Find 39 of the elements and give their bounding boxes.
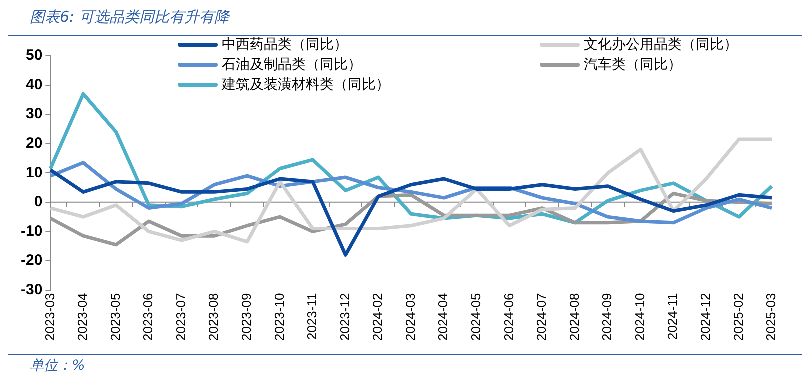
y-tick-label: 30 bbox=[26, 106, 43, 123]
text: 单位：% bbox=[30, 358, 86, 374]
x-tick-label: 2024-02 bbox=[370, 293, 386, 342]
y-tick-label: 50 bbox=[26, 47, 43, 64]
legend-label: 文化办公用品类（同比） bbox=[584, 36, 738, 54]
x-tick-label: 2024-12 bbox=[698, 293, 714, 342]
y-tick-label: 0 bbox=[34, 194, 43, 211]
x-tick-label: 2024-10 bbox=[632, 293, 648, 342]
x-tick-label: 2023-08 bbox=[206, 293, 222, 342]
y-tick-label: -10 bbox=[20, 222, 43, 240]
legend-label: 中西药品类（同比） bbox=[222, 36, 348, 54]
x-tick-label: 2024-06 bbox=[501, 293, 516, 342]
x-tick-label: 2024-03 bbox=[402, 293, 418, 342]
x-tick-label: 2023-07 bbox=[173, 293, 188, 342]
x-tick-label: 2024-11 bbox=[665, 293, 680, 340]
chart-title: 图表6: 可选品类同比有升有降 bbox=[8, 8, 802, 36]
x-tick-label: 2023-05 bbox=[108, 293, 123, 342]
y-tick-label: 40 bbox=[26, 76, 43, 94]
x-tick-label: 2023-11 bbox=[304, 293, 320, 340]
y-tick-label: 20 bbox=[26, 135, 43, 152]
x-tick-label: 2024-08 bbox=[566, 293, 582, 342]
x-tick-label: 2025-03 bbox=[764, 293, 779, 342]
x-tick-label: 2024-04 bbox=[436, 293, 451, 342]
x-tick-label: 2023-12 bbox=[337, 293, 352, 342]
x-tick-label: 2024-05 bbox=[468, 293, 484, 342]
legend-label: 石油及制品类（同比） bbox=[222, 56, 362, 74]
y-tick-label: 10 bbox=[26, 164, 43, 182]
x-tick-label: 2024-09 bbox=[600, 293, 615, 342]
y-tick-label: -20 bbox=[20, 252, 43, 270]
legend-label: 建筑及装潢材料类（同比） bbox=[222, 76, 390, 94]
x-tick-label: 2023-03 bbox=[42, 293, 58, 342]
y-tick-label: -30 bbox=[20, 281, 43, 298]
legend-label: 汽车类（同比） bbox=[584, 56, 682, 74]
x-tick-label: 2023-10 bbox=[272, 293, 287, 342]
x-tick-label: 2023-04 bbox=[75, 293, 90, 342]
x-tick-label: 2024-07 bbox=[534, 293, 550, 342]
x-tick-label: 2023-06 bbox=[140, 293, 156, 342]
x-tick-label: 2023-09 bbox=[238, 293, 254, 342]
x-tick-label: 2025-02 bbox=[730, 293, 746, 342]
